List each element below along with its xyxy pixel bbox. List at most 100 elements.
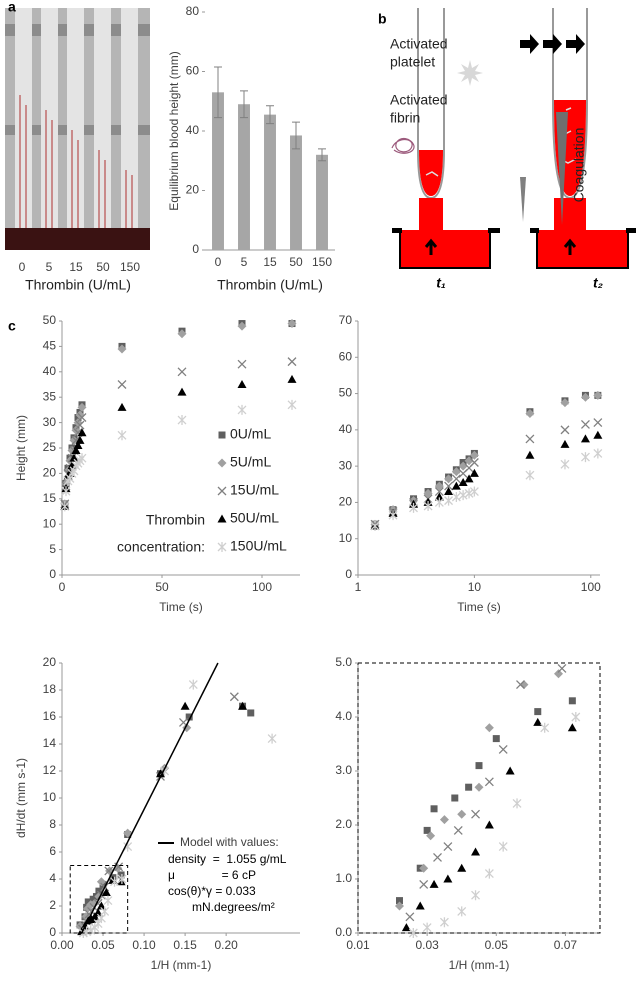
point bbox=[593, 418, 603, 428]
point bbox=[469, 450, 479, 460]
point bbox=[451, 491, 461, 502]
point bbox=[433, 852, 442, 862]
bar bbox=[238, 104, 250, 250]
point bbox=[61, 486, 71, 497]
point bbox=[77, 428, 87, 437]
y-tick-label: 20 bbox=[186, 183, 200, 197]
x-tick-label: 0.20 bbox=[214, 938, 238, 952]
point bbox=[287, 319, 297, 329]
x-axis-title: 1/H (mm-1) bbox=[151, 958, 212, 972]
y-tick-label: 20 bbox=[43, 655, 57, 669]
point bbox=[458, 490, 468, 501]
point bbox=[75, 420, 85, 430]
point bbox=[408, 928, 418, 938]
point bbox=[484, 868, 494, 879]
point bbox=[525, 409, 535, 419]
time-label: t₂ bbox=[593, 275, 603, 291]
point bbox=[395, 897, 403, 905]
bar bbox=[316, 154, 328, 250]
point bbox=[439, 815, 449, 825]
y-tick-label: 70 bbox=[339, 313, 353, 327]
point bbox=[60, 501, 70, 512]
point bbox=[177, 415, 187, 426]
point bbox=[426, 831, 436, 841]
point bbox=[484, 723, 494, 733]
point bbox=[516, 680, 525, 690]
y-tick-label: 0 bbox=[345, 567, 352, 581]
point bbox=[405, 912, 415, 922]
y-tick-label: 30 bbox=[43, 415, 57, 429]
point bbox=[560, 439, 570, 448]
point bbox=[434, 487, 444, 497]
point bbox=[238, 701, 248, 710]
legend-marker bbox=[217, 486, 227, 496]
point bbox=[100, 906, 110, 917]
point bbox=[110, 876, 119, 887]
y-tick-label: 15 bbox=[43, 491, 57, 505]
point bbox=[471, 809, 481, 819]
y-tick-label: 12 bbox=[43, 763, 57, 777]
y-axis-title: Equilibrium blood height (mm) bbox=[167, 51, 181, 210]
point bbox=[465, 783, 473, 791]
x-tick-label: 5 bbox=[241, 255, 248, 269]
y-tick-label: 8 bbox=[49, 817, 56, 831]
y-tick-label: 40 bbox=[186, 123, 200, 137]
point bbox=[415, 901, 425, 910]
point bbox=[484, 820, 494, 829]
y-tick-label: 0.0 bbox=[335, 925, 352, 939]
point bbox=[469, 486, 479, 497]
point bbox=[519, 680, 529, 690]
diagram-label: Activated bbox=[390, 92, 448, 108]
legend-marker bbox=[218, 431, 226, 439]
y-tick-label: 45 bbox=[43, 339, 57, 353]
x-tick-label: 0 bbox=[215, 255, 222, 269]
point bbox=[422, 922, 432, 933]
point bbox=[469, 458, 479, 467]
coagulation-label: Coagulation bbox=[571, 128, 587, 203]
point bbox=[512, 798, 522, 809]
point bbox=[247, 709, 255, 717]
point bbox=[101, 888, 111, 896]
x-tick-label: 0.10 bbox=[132, 938, 156, 952]
x-tick-label: 100 bbox=[581, 580, 601, 594]
time-label: t₁ bbox=[436, 275, 446, 291]
point bbox=[554, 669, 564, 679]
point bbox=[237, 404, 247, 415]
point bbox=[117, 874, 127, 884]
point bbox=[93, 908, 103, 917]
y-tick-label: 18 bbox=[43, 682, 57, 696]
point bbox=[474, 782, 484, 792]
point bbox=[451, 467, 461, 477]
point bbox=[434, 481, 444, 491]
y-tick-label: 0 bbox=[49, 925, 56, 939]
error-bar bbox=[266, 105, 274, 125]
point bbox=[123, 828, 133, 838]
y-tick-label: 30 bbox=[339, 458, 353, 472]
point bbox=[444, 487, 454, 496]
point bbox=[453, 825, 463, 835]
bar bbox=[290, 135, 302, 250]
legend-title: concentration: bbox=[117, 539, 205, 555]
point bbox=[434, 492, 444, 501]
point bbox=[388, 510, 398, 521]
point bbox=[464, 456, 474, 466]
x-tick-label: 50 bbox=[289, 255, 303, 269]
x-tick-label: 150 bbox=[312, 255, 332, 269]
y-tick-label: 60 bbox=[339, 349, 353, 363]
point bbox=[180, 701, 190, 710]
point bbox=[505, 766, 515, 775]
y-axis-title: Height (mm) bbox=[14, 415, 28, 481]
point bbox=[593, 448, 603, 459]
y-tick-label: 1.0 bbox=[335, 871, 352, 885]
point bbox=[267, 733, 277, 744]
point bbox=[77, 402, 87, 412]
diagram-label: Activated bbox=[390, 36, 448, 52]
x-axis-title: 1/H (mm-1) bbox=[449, 958, 510, 972]
point bbox=[77, 453, 87, 464]
point bbox=[567, 723, 577, 732]
legend-marker bbox=[217, 514, 227, 523]
diagram bbox=[391, 8, 636, 269]
y-tick-label: 20 bbox=[339, 495, 353, 509]
y-tick-label: 10 bbox=[43, 790, 57, 804]
